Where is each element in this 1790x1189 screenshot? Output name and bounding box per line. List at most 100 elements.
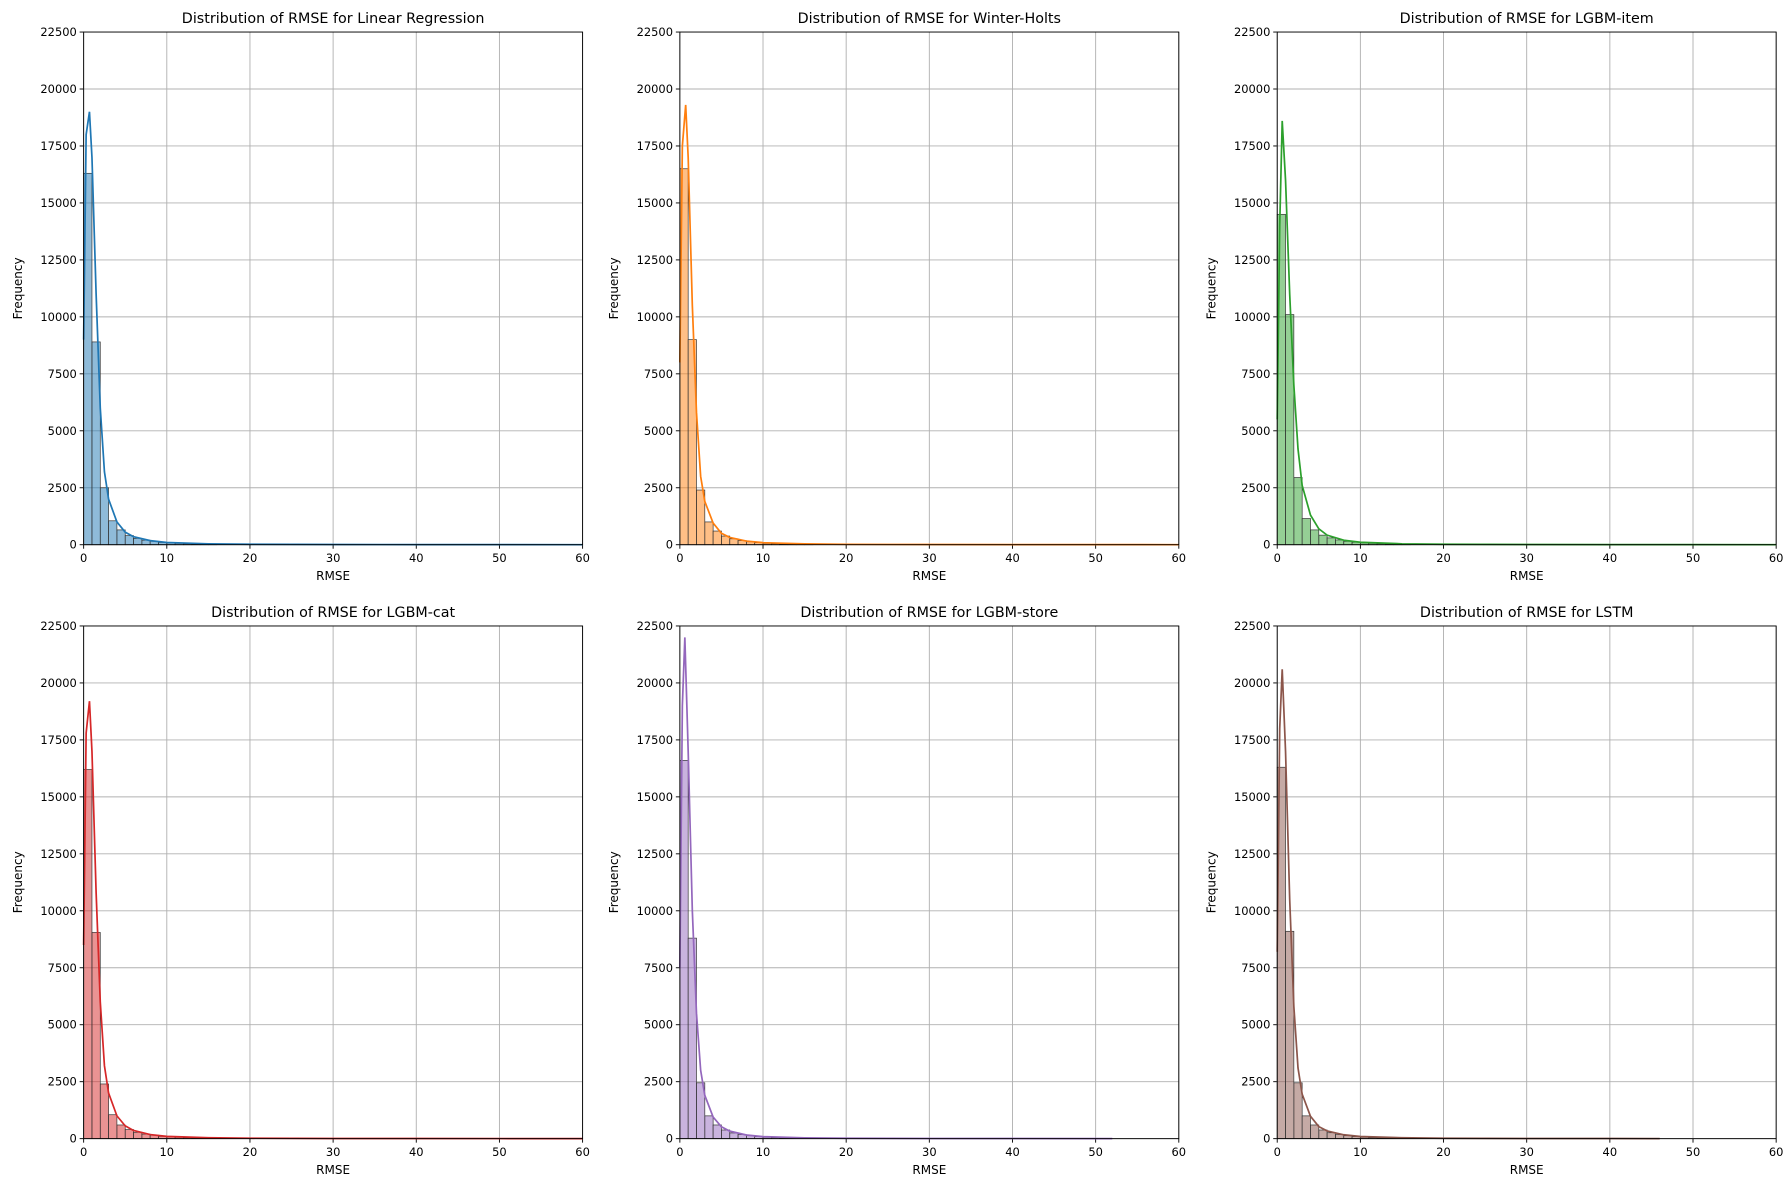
x-tick-label: 10 [1353, 1145, 1368, 1159]
x-tick-label: 60 [575, 1145, 590, 1159]
y-axis-label: Frequency [11, 851, 25, 913]
y-tick-label: 15000 [637, 196, 673, 210]
y-tick-label: 2500 [48, 1075, 77, 1089]
x-axis-label: RMSE [1510, 569, 1544, 583]
y-tick-label: 17500 [40, 139, 76, 153]
chart-title: Distribution of RMSE for Linear Regressi… [182, 11, 485, 27]
y-tick-label: 22500 [40, 619, 76, 633]
y-tick-label: 0 [69, 1132, 76, 1146]
y-axis-label: Frequency [1204, 851, 1218, 913]
histogram-bar [1326, 1132, 1336, 1139]
y-axis-label: Frequency [607, 257, 621, 319]
y-tick-label: 22500 [40, 25, 76, 39]
y-tick-label: 2500 [48, 481, 77, 495]
y-tick-label: 12500 [1234, 847, 1270, 861]
histogram-bar [1301, 1115, 1311, 1139]
y-tick-label: 20000 [40, 676, 76, 690]
x-tick-label: 40 [1005, 1145, 1020, 1159]
y-tick-label: 20000 [1234, 82, 1270, 96]
x-axis-label: RMSE [912, 569, 946, 583]
x-tick-label: 50 [492, 1145, 507, 1159]
x-tick-label: 30 [1519, 551, 1534, 565]
x-tick-label: 0 [80, 1145, 87, 1159]
y-tick-label: 17500 [40, 733, 76, 747]
y-axis-label: Frequency [11, 257, 25, 319]
y-tick-label: 5000 [1241, 1018, 1270, 1032]
x-tick-label: 10 [756, 551, 771, 565]
x-tick-label: 30 [922, 551, 937, 565]
y-tick-label: 7500 [1241, 367, 1270, 381]
x-tick-label: 0 [80, 551, 87, 565]
x-tick-label: 20 [243, 1145, 258, 1159]
x-tick-label: 20 [1436, 551, 1451, 565]
x-tick-label: 10 [160, 1145, 175, 1159]
y-tick-label: 0 [69, 538, 76, 552]
kde-line [679, 637, 1113, 1140]
histogram-bar [712, 1124, 722, 1139]
y-tick-label: 0 [1263, 1132, 1270, 1146]
y-tick-label: 17500 [1234, 139, 1270, 153]
x-tick-label: 0 [1274, 1145, 1281, 1159]
y-tick-label: 5000 [644, 1018, 673, 1032]
x-tick-label: 30 [326, 551, 341, 565]
x-tick-label: 40 [1005, 551, 1020, 565]
chart-title: Distribution of RMSE for Winter-Holts [798, 11, 1061, 27]
y-tick-label: 17500 [1234, 733, 1270, 747]
y-tick-label: 2500 [1241, 481, 1270, 495]
y-tick-label: 10000 [637, 904, 673, 918]
axes-frame [1276, 31, 1777, 546]
histogram-bar [704, 1115, 714, 1139]
x-tick-label: 50 [1088, 551, 1103, 565]
y-tick-label: 12500 [40, 847, 76, 861]
y-tick-label: 17500 [637, 733, 673, 747]
x-tick-label: 40 [409, 551, 424, 565]
chart-title: Distribution of RMSE for LSTM [1420, 605, 1634, 621]
x-tick-label: 10 [160, 551, 175, 565]
x-tick-label: 0 [676, 551, 683, 565]
histogram-bar [1310, 529, 1320, 546]
y-axis-label: Frequency [1204, 257, 1218, 319]
y-tick-label: 7500 [48, 961, 77, 975]
axes-frame [679, 31, 1180, 546]
y-tick-label: 15000 [40, 196, 76, 210]
y-tick-label: 10000 [637, 310, 673, 324]
y-tick-label: 2500 [644, 481, 673, 495]
y-tick-label: 12500 [1234, 253, 1270, 267]
y-tick-label: 0 [666, 538, 673, 552]
histogram-bar [1293, 477, 1303, 546]
x-tick-label: 60 [575, 551, 590, 565]
y-tick-label: 7500 [644, 367, 673, 381]
y-tick-label: 10000 [1234, 310, 1270, 324]
x-tick-label: 50 [1088, 1145, 1103, 1159]
histogram-bar [133, 1131, 143, 1139]
y-tick-label: 10000 [1234, 904, 1270, 918]
x-axis-label: RMSE [316, 1163, 350, 1177]
y-tick-label: 15000 [637, 790, 673, 804]
y-tick-label: 2500 [1241, 1075, 1270, 1089]
y-tick-label: 12500 [40, 253, 76, 267]
histogram-bar [1326, 537, 1336, 546]
y-axis-label: Frequency [607, 851, 621, 913]
x-tick-label: 30 [1519, 1145, 1534, 1159]
x-tick-label: 50 [492, 551, 507, 565]
y-tick-label: 2500 [644, 1075, 673, 1089]
x-tick-label: 30 [922, 1145, 937, 1159]
x-tick-label: 20 [1436, 1145, 1451, 1159]
chart-title: Distribution of RMSE for LGBM-item [1400, 11, 1654, 27]
x-tick-label: 0 [1274, 551, 1281, 565]
y-tick-label: 12500 [637, 253, 673, 267]
y-tick-label: 5000 [1241, 424, 1270, 438]
axes-frame [83, 625, 584, 1140]
axes-frame [1276, 625, 1777, 1140]
x-tick-label: 10 [756, 1145, 771, 1159]
x-axis-label: RMSE [1510, 1163, 1544, 1177]
y-tick-label: 22500 [637, 619, 673, 633]
histogram-bar [1310, 1124, 1320, 1139]
y-tick-label: 20000 [637, 82, 673, 96]
y-tick-label: 5000 [644, 424, 673, 438]
x-tick-label: 0 [676, 1145, 683, 1159]
x-tick-label: 20 [243, 551, 258, 565]
histogram-bar [1318, 1129, 1328, 1139]
histogram-bar [99, 1083, 109, 1139]
